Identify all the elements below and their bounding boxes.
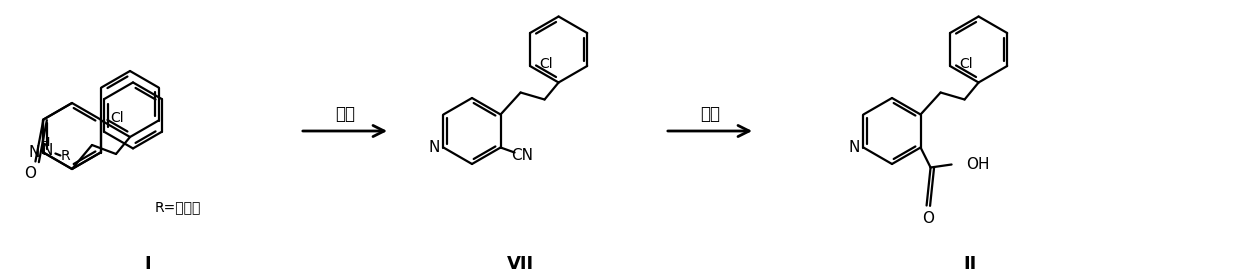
Text: CN: CN (512, 148, 533, 163)
Text: 水解: 水解 (701, 105, 720, 123)
Text: OH: OH (966, 157, 990, 172)
Text: N: N (29, 145, 40, 160)
Text: Cl: Cl (539, 57, 553, 71)
Text: O: O (25, 166, 36, 181)
Text: R: R (61, 150, 71, 163)
Text: Cl: Cl (110, 112, 124, 126)
Text: II: II (963, 255, 977, 273)
Text: N: N (848, 140, 861, 155)
Text: R=叔丁基: R=叔丁基 (155, 200, 201, 214)
Text: I: I (145, 255, 151, 273)
Text: N: N (42, 143, 53, 158)
Text: Cl: Cl (960, 57, 973, 71)
Text: O: O (923, 211, 935, 226)
Text: H: H (41, 136, 50, 149)
Text: VII: VII (506, 255, 533, 273)
Text: 脱水: 脱水 (335, 105, 355, 123)
Text: N: N (429, 140, 440, 155)
